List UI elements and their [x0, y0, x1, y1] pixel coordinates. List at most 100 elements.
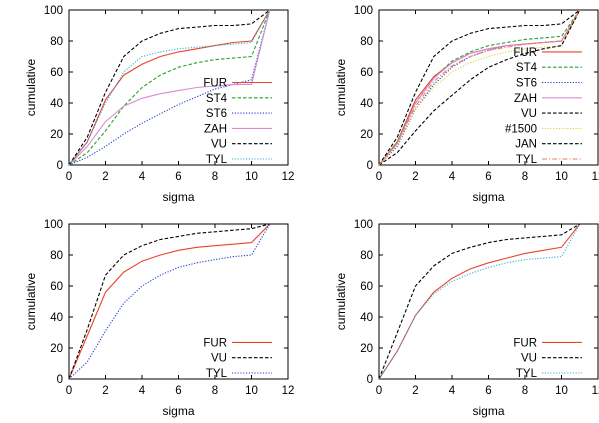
- x-tick-label: 8: [212, 171, 218, 183]
- y-tick-label: 0: [367, 160, 373, 172]
- y-tick-label: 0: [57, 374, 63, 386]
- y-tick-label: 20: [50, 129, 63, 141]
- x-tick-label: 12: [282, 171, 295, 183]
- legend-item: ZAH: [204, 123, 272, 135]
- legend-item: FUR: [513, 337, 582, 349]
- legend-item: TYL: [206, 368, 272, 380]
- legend-item: VU: [211, 353, 272, 365]
- x-tick-label: 6: [485, 385, 491, 397]
- y-axis-label: cumulative: [334, 58, 348, 116]
- x-tick-label: 10: [245, 171, 258, 183]
- legend-item: VU: [211, 139, 272, 151]
- y-axis-label: cumulative: [334, 272, 348, 330]
- y-axis-label: cumulative: [24, 272, 38, 330]
- legend-item: VU: [521, 108, 582, 120]
- x-tick-label: 12: [592, 385, 599, 397]
- series-line-fur: [68, 223, 271, 380]
- y-tick-label: 60: [50, 67, 63, 79]
- x-tick-label: 6: [175, 385, 181, 397]
- legend-item: ZAH: [514, 93, 582, 105]
- legend-label: ZAH: [514, 93, 537, 105]
- x-tick-label: 10: [555, 385, 568, 397]
- x-tick-label: 10: [555, 171, 568, 183]
- y-tick-label: 60: [50, 281, 63, 293]
- series-line-vu: [378, 223, 581, 380]
- y-tick-label: 80: [360, 250, 373, 262]
- x-tick-label: 6: [175, 171, 181, 183]
- series-line-fur: [68, 9, 271, 166]
- legend-label: VU: [211, 139, 227, 151]
- y-tick-label: 20: [50, 343, 63, 355]
- x-axis-label: sigma: [472, 190, 504, 204]
- series-line-jan: [378, 9, 581, 166]
- x-tick-label: 0: [376, 171, 382, 183]
- x-tick-label: 2: [102, 385, 108, 397]
- series-line-st4: [68, 9, 271, 166]
- x-tick-label: 10: [245, 385, 258, 397]
- y-tick-label: 20: [360, 129, 373, 141]
- legend: FUR VU TYL: [203, 337, 272, 380]
- series-line-fur: [378, 223, 581, 380]
- series-line-zah: [378, 9, 581, 166]
- chart-panel-2: 0 2 4 6 8 10 12 0 20 40 60 80 100 sigma cumulative FUR S…: [334, 5, 599, 204]
- x-tick-label: 12: [592, 171, 599, 183]
- legend-item: JAN: [515, 139, 582, 151]
- legend-label: FUR: [203, 78, 227, 90]
- series-line-zah: [68, 9, 271, 166]
- legend-label: ZAH: [204, 123, 227, 135]
- legend: FUR ST4 ST6 ZAH VU #1500 JAN TYL: [505, 47, 582, 166]
- y-tick-label: 100: [354, 5, 373, 17]
- y-tick-label: 100: [44, 219, 63, 231]
- legend: FUR VU TYL: [513, 337, 582, 380]
- y-tick-label: 0: [367, 374, 373, 386]
- y-tick-label: 60: [360, 281, 373, 293]
- series-line-fur: [378, 9, 581, 166]
- legend-item: TYL: [516, 368, 582, 380]
- legend-label: VU: [521, 353, 537, 365]
- legend-item: FUR: [513, 47, 582, 59]
- chart-panel-3: 0 2 4 6 8 10 12 0 20 40 60 80 100 sigma cumulative FUR V…: [24, 219, 294, 418]
- x-axis-label: sigma: [162, 190, 194, 204]
- x-tick-label: 12: [282, 385, 295, 397]
- series-line-st6: [378, 9, 581, 166]
- series-line-tyl: [68, 223, 271, 380]
- x-axis-label: sigma: [472, 404, 504, 418]
- x-tick-label: 0: [66, 171, 72, 183]
- y-tick-label: 40: [360, 98, 373, 110]
- y-tick-label: 80: [50, 250, 63, 262]
- x-tick-label: 2: [102, 171, 108, 183]
- legend-label: VU: [521, 108, 537, 120]
- y-tick-label: 20: [360, 343, 373, 355]
- series-line-tyl: [378, 9, 581, 166]
- x-tick-label: 4: [139, 385, 146, 397]
- y-axis-label: cumulative: [24, 58, 38, 116]
- x-tick-label: 8: [522, 171, 528, 183]
- x-tick-label: 8: [212, 385, 218, 397]
- legend-item: #1500: [505, 123, 582, 135]
- legend-label: FUR: [513, 47, 537, 59]
- y-tick-label: 100: [44, 5, 63, 17]
- chart-panel-4: 0 2 4 6 8 10 12 0 20 40 60 80 100 sigma cumulative FUR V…: [334, 219, 599, 418]
- chart-panel-1: 0 2 4 6 8 10 12 0 20 40 60 80 100 sigma cumulative FUR S…: [24, 5, 294, 204]
- x-tick-label: 6: [485, 171, 491, 183]
- legend-item: VU: [521, 353, 582, 365]
- legend-item: TYL: [206, 154, 272, 166]
- series-line-st4: [378, 9, 581, 166]
- series-line-vu: [68, 9, 271, 166]
- plot-frame: [68, 9, 289, 166]
- y-tick-label: 60: [360, 67, 373, 79]
- legend-label: TYL: [516, 154, 538, 166]
- legend-item: FUR: [203, 337, 272, 349]
- x-tick-label: 0: [66, 385, 72, 397]
- x-tick-label: 0: [376, 385, 382, 397]
- plot-frame: [378, 223, 599, 380]
- legend-item: TYL: [516, 154, 582, 166]
- legend-label: TYL: [206, 368, 228, 380]
- x-tick-label: 2: [412, 171, 418, 183]
- y-tick-label: 40: [50, 98, 63, 110]
- series-line-tyl: [378, 223, 581, 380]
- series-line-vu: [378, 9, 581, 166]
- y-tick-label: 80: [360, 36, 373, 48]
- legend-label: #1500: [505, 123, 537, 135]
